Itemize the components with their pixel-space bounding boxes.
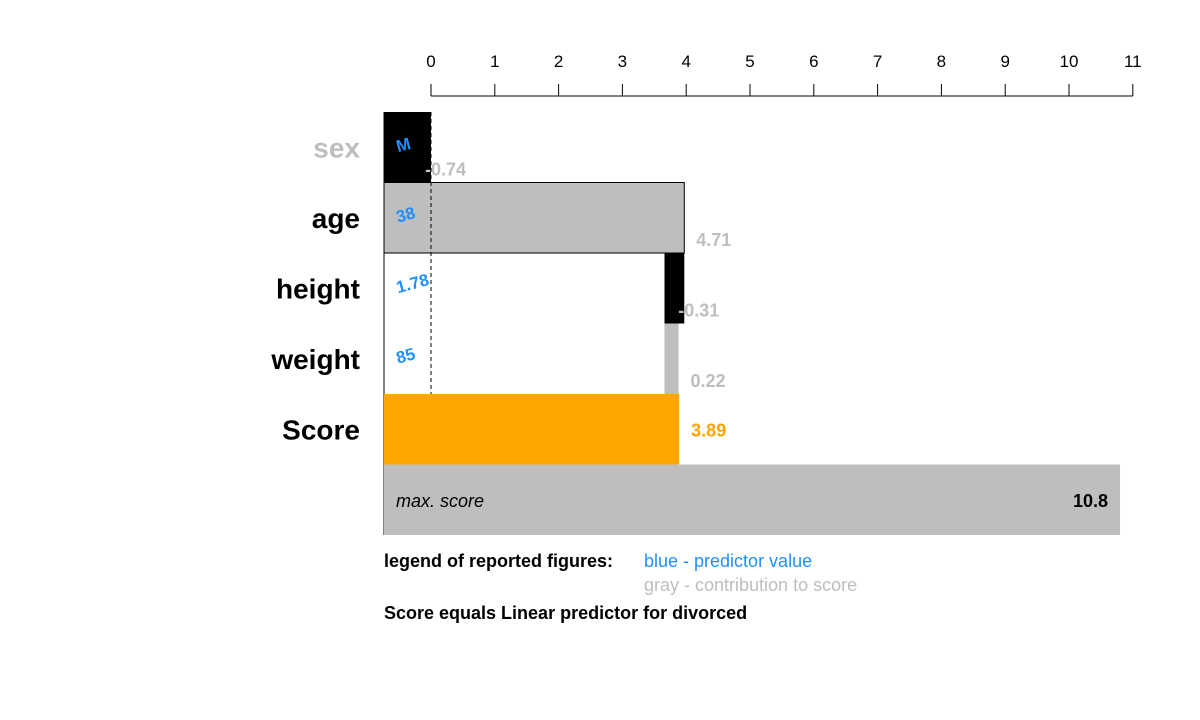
predictor-value: 38 [394, 203, 417, 226]
predictor-value: 1.78 [394, 270, 431, 297]
legend-title: legend of reported figures: [384, 551, 613, 571]
x-tick-label: 0 [426, 52, 435, 71]
x-tick-label: 1 [490, 52, 499, 71]
x-tick-label: 6 [809, 52, 818, 71]
legend-blue-text: blue - predictor value [644, 551, 812, 571]
contribution-bar [664, 323, 679, 394]
x-tick-label: 5 [745, 52, 754, 71]
x-tick-label: 11 [1124, 52, 1142, 71]
contribution-value: -0.74 [425, 160, 466, 180]
row-label: age [312, 203, 360, 234]
x-tick-label: 10 [1060, 52, 1079, 71]
x-axis: 0 1 2 3 4 5 6 7 8 9 10 11 [426, 52, 1142, 97]
score-note: Score equals Linear predictor for divorc… [384, 603, 747, 623]
contribution-value: -0.31 [678, 301, 719, 321]
contribution-bar [664, 253, 685, 324]
max-score-bar [384, 464, 1121, 535]
contribution-value: 0.22 [691, 371, 726, 391]
x-tick-label: 4 [681, 52, 690, 71]
predictor-value: 85 [394, 344, 417, 367]
predictor-value: M [394, 134, 413, 156]
row-label: weight [270, 344, 360, 375]
row-label: height [276, 273, 360, 304]
x-tick-label: 9 [1000, 52, 1009, 71]
x-tick-label: 7 [873, 52, 882, 71]
score-label: Score [282, 414, 360, 445]
age-row-outline [383, 182, 685, 254]
score-value: 3.89 [691, 420, 726, 440]
contribution-value: 4.71 [696, 230, 731, 250]
contribution-bar [383, 182, 685, 253]
bars [383, 112, 1121, 535]
legend: legend of reported figures: blue - predi… [384, 551, 857, 623]
legend-gray-text: gray - contribution to score [644, 575, 857, 595]
score-bar [384, 394, 680, 465]
x-tick-label: 2 [554, 52, 563, 71]
x-tick-label: 8 [937, 52, 946, 71]
max-score-label: max. score [396, 491, 484, 511]
max-score-value: 10.8 [1073, 491, 1108, 511]
row-label: sex [313, 132, 360, 163]
contribution-bar [383, 112, 431, 183]
x-tick-label: 3 [618, 52, 627, 71]
